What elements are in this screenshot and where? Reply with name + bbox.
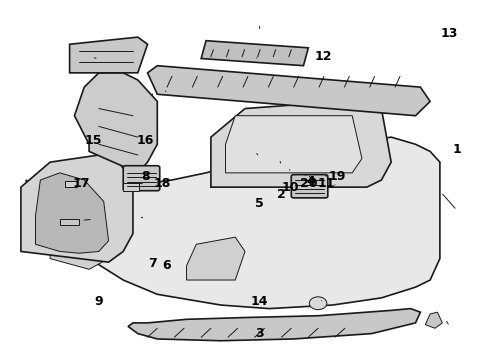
Text: 18: 18: [153, 177, 171, 190]
Text: 15: 15: [84, 134, 102, 147]
Circle shape: [309, 297, 327, 310]
Bar: [60, 219, 79, 225]
Text: 5: 5: [255, 197, 264, 210]
Polygon shape: [147, 66, 430, 116]
FancyBboxPatch shape: [291, 175, 328, 198]
Bar: [65, 181, 77, 187]
Polygon shape: [425, 312, 442, 328]
Text: 20: 20: [299, 177, 317, 190]
Text: 17: 17: [73, 177, 91, 190]
Polygon shape: [211, 102, 391, 187]
Polygon shape: [35, 173, 109, 253]
Text: 1: 1: [453, 143, 461, 156]
Text: 19: 19: [329, 170, 346, 183]
Text: 8: 8: [141, 170, 149, 183]
Text: 4: 4: [306, 175, 315, 188]
Text: 10: 10: [282, 181, 299, 194]
Bar: [123, 183, 139, 191]
Polygon shape: [74, 73, 157, 173]
Text: 7: 7: [148, 257, 157, 270]
Polygon shape: [201, 41, 308, 66]
Text: 12: 12: [314, 50, 332, 63]
Polygon shape: [128, 309, 420, 341]
Text: 16: 16: [136, 134, 154, 147]
Polygon shape: [50, 202, 109, 269]
Polygon shape: [187, 237, 245, 280]
Polygon shape: [21, 155, 133, 262]
Polygon shape: [70, 37, 147, 73]
Polygon shape: [225, 116, 362, 173]
Text: 11: 11: [318, 177, 335, 190]
Text: 6: 6: [163, 259, 172, 272]
Text: 13: 13: [441, 27, 458, 40]
Text: 2: 2: [277, 188, 286, 201]
Text: 14: 14: [251, 295, 269, 308]
Polygon shape: [26, 137, 440, 309]
FancyBboxPatch shape: [123, 166, 160, 191]
Text: 3: 3: [255, 327, 264, 340]
Text: 9: 9: [95, 295, 103, 308]
